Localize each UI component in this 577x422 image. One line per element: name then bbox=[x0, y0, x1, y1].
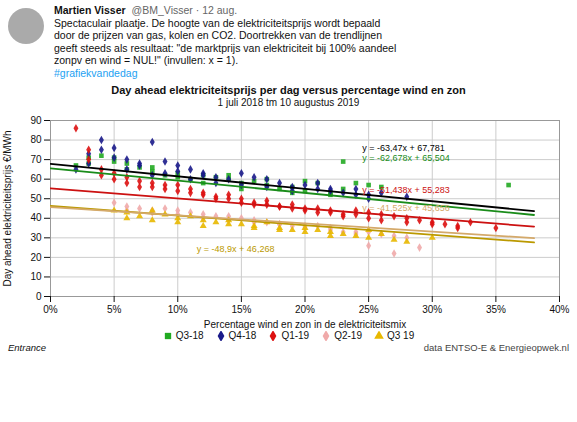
html-text:geeft steeds als resultaat: "d: geeft steeds als resultaat: "de marktpri… bbox=[54, 41, 397, 54]
html-text:Spectaculair plaatje. De hoogt: Spectaculair plaatje. De hoogte van de e… bbox=[54, 16, 381, 29]
svg-text:35%: 35% bbox=[486, 304, 506, 315]
svg-text:40%: 40% bbox=[549, 304, 569, 315]
svg-text:y = -62,678x + 65,504: y = -62,678x + 65,504 bbox=[362, 153, 450, 163]
svg-text:20: 20 bbox=[30, 252, 42, 263]
svg-text:60: 60 bbox=[30, 173, 42, 184]
svg-text:5%: 5% bbox=[107, 304, 122, 315]
svg-text:y = -41,525x + 45,656: y = -41,525x + 45,656 bbox=[362, 203, 450, 213]
html-text:#grafiekvandedag: #grafiekvandedag bbox=[54, 66, 138, 79]
html-text:Martien Visser: Martien Visser bbox=[54, 4, 126, 16]
html-text:Q2-19: Q2-19 bbox=[334, 330, 362, 341]
svg-text:y = -48,9x + 46,268: y = -48,9x + 46,268 bbox=[197, 244, 275, 254]
html-text:1 juli 2018 tm 10 augustus 201: 1 juli 2018 tm 10 augustus 2019 bbox=[217, 97, 360, 108]
svg-text:y = -51,438x + 55,283: y = -51,438x + 55,283 bbox=[362, 185, 450, 195]
html-text:Day ahead elektriciteitsprijs: Day ahead elektriciteitsprijs per dag ve… bbox=[111, 84, 466, 96]
svg-text:0%: 0% bbox=[43, 304, 58, 315]
svg-text:80: 80 bbox=[30, 134, 42, 145]
html-text:data ENTSO-E & Energieopwek.nl: data ENTSO-E & Energieopwek.nl bbox=[423, 342, 569, 353]
svg-text:50: 50 bbox=[30, 193, 42, 204]
html-text:@BM_Visser · 12 aug.: @BM_Visser · 12 aug. bbox=[131, 4, 238, 16]
html-text:door de prijzen van gas, kolen: door de prijzen van gas, kolen en CO2. D… bbox=[54, 29, 382, 41]
svg-text:15%: 15% bbox=[231, 304, 251, 315]
html-text:Q3 19: Q3 19 bbox=[387, 330, 415, 341]
svg-text:25%: 25% bbox=[359, 304, 379, 315]
svg-text:20%: 20% bbox=[295, 304, 315, 315]
html-text:Q1-19: Q1-19 bbox=[281, 330, 310, 341]
svg-text:10%: 10% bbox=[168, 304, 188, 315]
svg-text:0: 0 bbox=[36, 291, 42, 302]
html-text:Q4-18: Q4-18 bbox=[228, 330, 257, 341]
svg-text:40: 40 bbox=[30, 212, 42, 223]
svg-text:Day ahead elektriciteitsprijs: Day ahead elektriciteitsprijs €/MWh bbox=[2, 130, 13, 286]
svg-text:y = -63,47x + 67,781: y = -63,47x + 67,781 bbox=[362, 143, 445, 153]
html-text:zonpv en wind = NUL!" (invulle: zonpv en wind = NUL!" (invullen: x = 1). bbox=[54, 54, 239, 66]
svg-text:30: 30 bbox=[30, 232, 42, 243]
svg-text:90: 90 bbox=[30, 115, 42, 126]
svg-text:70: 70 bbox=[30, 154, 42, 165]
svg-text:30%: 30% bbox=[422, 304, 442, 315]
html-text:Entrance: Entrance bbox=[8, 342, 46, 353]
svg-text:Percentage wind en zon in de e: Percentage wind en zon in de elektricite… bbox=[204, 319, 406, 330]
svg-text:10: 10 bbox=[30, 271, 42, 282]
html-text:Q3-18: Q3-18 bbox=[175, 330, 204, 341]
